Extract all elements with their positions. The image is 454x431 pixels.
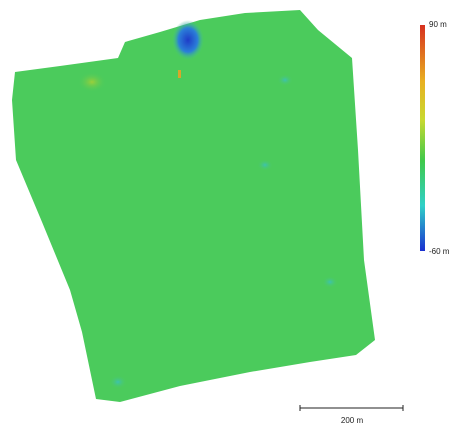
high-point: [178, 70, 181, 78]
page: 90 m -60 m 200 m (() => { const data = J…: [0, 0, 454, 431]
low-area: [257, 159, 273, 171]
map: 90 m -60 m 200 m: [0, 0, 454, 431]
low-area: [277, 74, 293, 86]
color-ramp: [420, 25, 425, 251]
scale-bar: [300, 405, 403, 411]
colorbar: 90 m -60 m: [420, 20, 450, 256]
low-area: [322, 276, 338, 288]
terrain: [12, 10, 375, 402]
low-area: [109, 375, 127, 389]
scale-label: 200 m: [341, 416, 364, 425]
high-area: [78, 72, 106, 92]
elevation-surface: [12, 10, 375, 402]
low-area: [172, 20, 204, 60]
colorbar-min-label: -60 m: [429, 247, 450, 256]
colorbar-max-label: 90 m: [429, 20, 447, 29]
